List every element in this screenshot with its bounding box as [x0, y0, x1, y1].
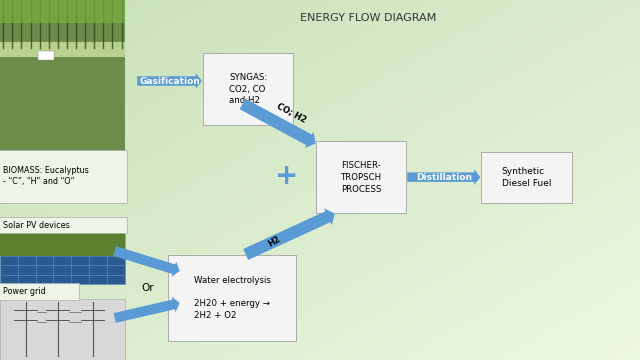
Text: Power grid: Power grid — [3, 287, 46, 296]
FancyBboxPatch shape — [0, 150, 127, 203]
FancyBboxPatch shape — [0, 217, 127, 233]
FancyBboxPatch shape — [38, 51, 54, 60]
FancyBboxPatch shape — [0, 0, 125, 23]
Text: ENERGY FLOW DIAGRAM: ENERGY FLOW DIAGRAM — [300, 13, 436, 23]
Text: +: + — [275, 162, 298, 190]
FancyBboxPatch shape — [481, 152, 572, 203]
Text: H2: H2 — [266, 234, 282, 248]
FancyBboxPatch shape — [0, 299, 125, 360]
Text: CO; H2: CO; H2 — [276, 102, 308, 124]
FancyBboxPatch shape — [316, 141, 406, 213]
Text: Or: Or — [141, 283, 154, 293]
Text: Synthetic
Diesel Fuel: Synthetic Diesel Fuel — [502, 167, 551, 188]
Text: Distillation: Distillation — [416, 173, 472, 181]
Text: Gasification: Gasification — [140, 77, 200, 85]
Text: BIOMASS: Eucalyptus
- “C”, “H” and “O”: BIOMASS: Eucalyptus - “C”, “H” and “O” — [3, 166, 89, 186]
FancyBboxPatch shape — [0, 283, 79, 300]
Text: Water electrolysis

2H20 + energy →
2H2 + O2: Water electrolysis 2H20 + energy → 2H2 +… — [193, 276, 271, 320]
FancyBboxPatch shape — [203, 53, 293, 125]
FancyBboxPatch shape — [0, 42, 125, 58]
Text: FISCHER-
TROPSCH
PROCESS: FISCHER- TROPSCH PROCESS — [340, 161, 382, 194]
FancyBboxPatch shape — [168, 255, 296, 341]
FancyBboxPatch shape — [0, 0, 125, 151]
FancyBboxPatch shape — [0, 232, 125, 256]
Text: Solar PV devices: Solar PV devices — [3, 220, 70, 230]
Text: SYNGAS:
CO2, CO
and H2: SYNGAS: CO2, CO and H2 — [229, 73, 267, 105]
FancyBboxPatch shape — [0, 232, 125, 284]
